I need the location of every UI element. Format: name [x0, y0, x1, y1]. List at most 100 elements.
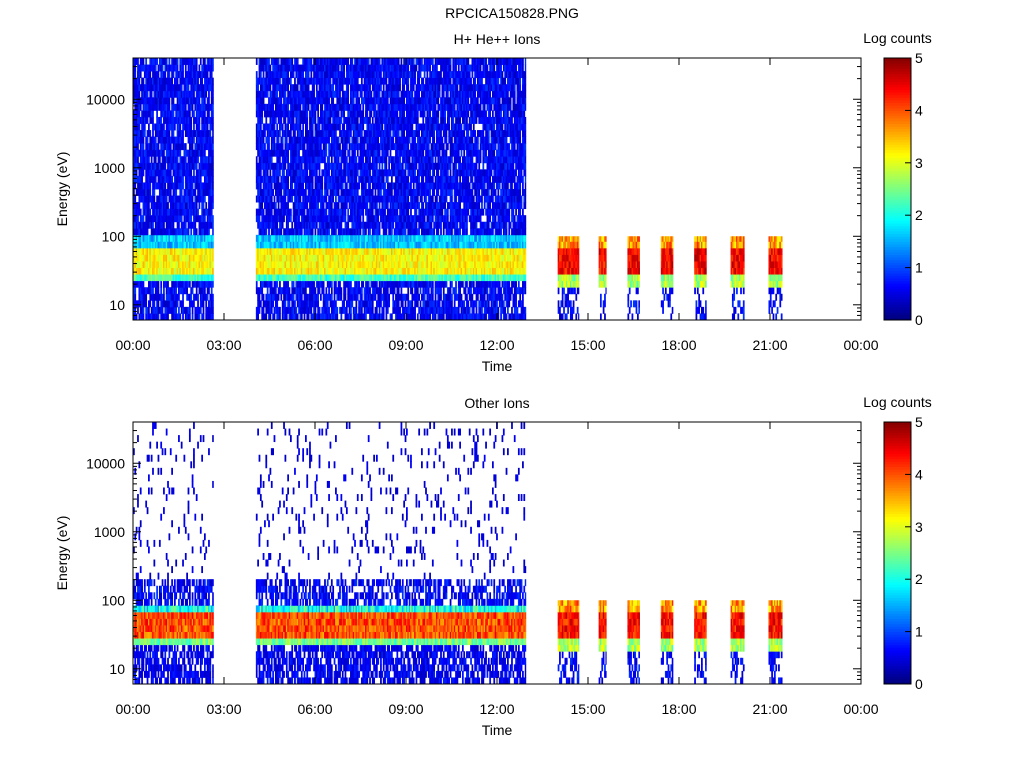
spectrogram-cell: [363, 130, 366, 137]
spectrogram-cell: [198, 215, 201, 223]
spectrogram-cell: [352, 175, 355, 183]
spectrogram-cell: [150, 254, 153, 262]
spectrogram-cell: [184, 64, 187, 72]
spectrogram-cell: [167, 241, 169, 249]
spectrogram-cell: [198, 267, 201, 275]
spectrogram-cell: [178, 162, 180, 170]
spectrogram-cell: [193, 71, 195, 79]
spectrogram-cell: [307, 267, 310, 275]
spectrogram-cell: [326, 71, 329, 79]
spectrogram-cell: [288, 130, 291, 137]
spectrogram-cell: [345, 116, 348, 124]
spectrogram-cell: [340, 156, 343, 164]
spectrogram-cell: [318, 215, 321, 223]
spectrogram-cell: [287, 182, 289, 190]
spectrogram-cell: [199, 169, 202, 177]
spectrogram-cell: [270, 261, 273, 268]
spectrogram-cell: [160, 64, 163, 72]
spectrogram-cell: [345, 221, 348, 229]
spectrogram-cell: [279, 123, 281, 131]
spectrogram-cell: [208, 175, 210, 183]
spectrogram-cell: [343, 247, 345, 255]
spectrogram-cell: [276, 130, 279, 137]
spectrogram-cell: [337, 274, 340, 282]
spectrogram-cell: [306, 162, 309, 170]
spectrogram-cell: [328, 110, 330, 118]
spectrogram-cell: [191, 136, 194, 144]
spectrogram-cell: [201, 189, 204, 196]
spectrogram-cell: [158, 149, 161, 157]
spectrogram-cell: [329, 175, 332, 183]
spectrogram-cell: [149, 116, 152, 124]
spectrogram-cell: [274, 247, 277, 255]
spectrogram-cell: [292, 97, 295, 105]
spectrogram-cell: [340, 274, 343, 282]
spectrogram-cell: [146, 247, 149, 255]
spectrogram-cell: [310, 169, 313, 177]
spectrogram-cell: [190, 71, 193, 79]
spectrogram-cell: [352, 241, 355, 249]
spectrogram-cell: [212, 267, 214, 275]
spectrogram-cell: [359, 156, 362, 164]
spectrogram-cell: [133, 300, 135, 308]
spectrogram-cell: [304, 241, 307, 249]
spectrogram-cell: [190, 228, 193, 236]
spectrogram-cell: [328, 84, 330, 92]
spectrogram-cell: [156, 228, 158, 236]
spectrogram-cell: [154, 103, 157, 111]
spectrogram-cell: [300, 156, 303, 164]
spectrogram-cell: [134, 228, 137, 236]
spectrogram-cell: [149, 195, 152, 203]
spectrogram-cell: [277, 143, 280, 151]
spectrogram-cell: [198, 162, 201, 170]
spectrogram-cell: [329, 182, 332, 190]
spectrogram-cell: [270, 287, 273, 295]
spectrogram-cell: [180, 58, 183, 65]
spectrogram-cell: [324, 84, 326, 92]
spectrogram-cell: [360, 313, 363, 321]
spectrogram-cell: [303, 136, 306, 144]
spectrogram-cell: [326, 182, 329, 190]
spectrogram-cell: [348, 215, 351, 223]
spectrogram-cell: [139, 175, 142, 183]
spectrogram-cell: [303, 169, 306, 177]
spectrogram-cell: [330, 234, 333, 242]
spectrogram-cell: [212, 162, 214, 170]
spectrogram-cell: [190, 103, 193, 111]
spectrogram-cell: [164, 228, 167, 236]
spectrogram-cell: [304, 300, 307, 308]
spectrogram-cell: [311, 234, 314, 242]
spectrogram-cell: [352, 97, 355, 105]
spectrogram-cell: [206, 64, 209, 72]
spectrogram-cell: [326, 313, 329, 321]
spectrogram-cell: [187, 261, 190, 268]
spectrogram-cell: [135, 202, 138, 210]
spectrogram-cell: [138, 267, 141, 275]
spectrogram-cell: [296, 234, 299, 242]
spectrogram-cell: [188, 103, 191, 111]
spectrogram-cell: [193, 202, 195, 210]
spectrogram-cell: [281, 202, 284, 210]
spectrogram-cell: [138, 208, 141, 216]
spectrogram-cell: [209, 215, 212, 223]
spectrogram-cell: [295, 293, 298, 301]
spectrogram-cell: [142, 189, 145, 196]
spectrogram-cell: [324, 274, 326, 282]
spectrogram-cell: [352, 162, 355, 170]
spectrogram-cell: [269, 241, 272, 249]
spectrogram-cell: [344, 241, 347, 249]
spectrogram-cell: [134, 287, 137, 295]
spectrogram-cell: [261, 149, 264, 157]
spectrogram-cell: [280, 274, 283, 282]
spectrogram-cell: [179, 169, 182, 177]
spectrogram-cell: [202, 149, 205, 157]
spectrogram-cell: [296, 136, 299, 144]
spectrogram-cell: [258, 162, 261, 170]
spectrogram-cell: [354, 195, 356, 203]
spectrogram-cell: [354, 274, 356, 282]
spectrogram-cell: [340, 228, 343, 236]
spectrogram-cell: [143, 221, 146, 229]
spectrogram-cell: [160, 116, 163, 124]
spectrogram-cell: [190, 195, 193, 203]
spectrogram-cell: [161, 195, 164, 203]
